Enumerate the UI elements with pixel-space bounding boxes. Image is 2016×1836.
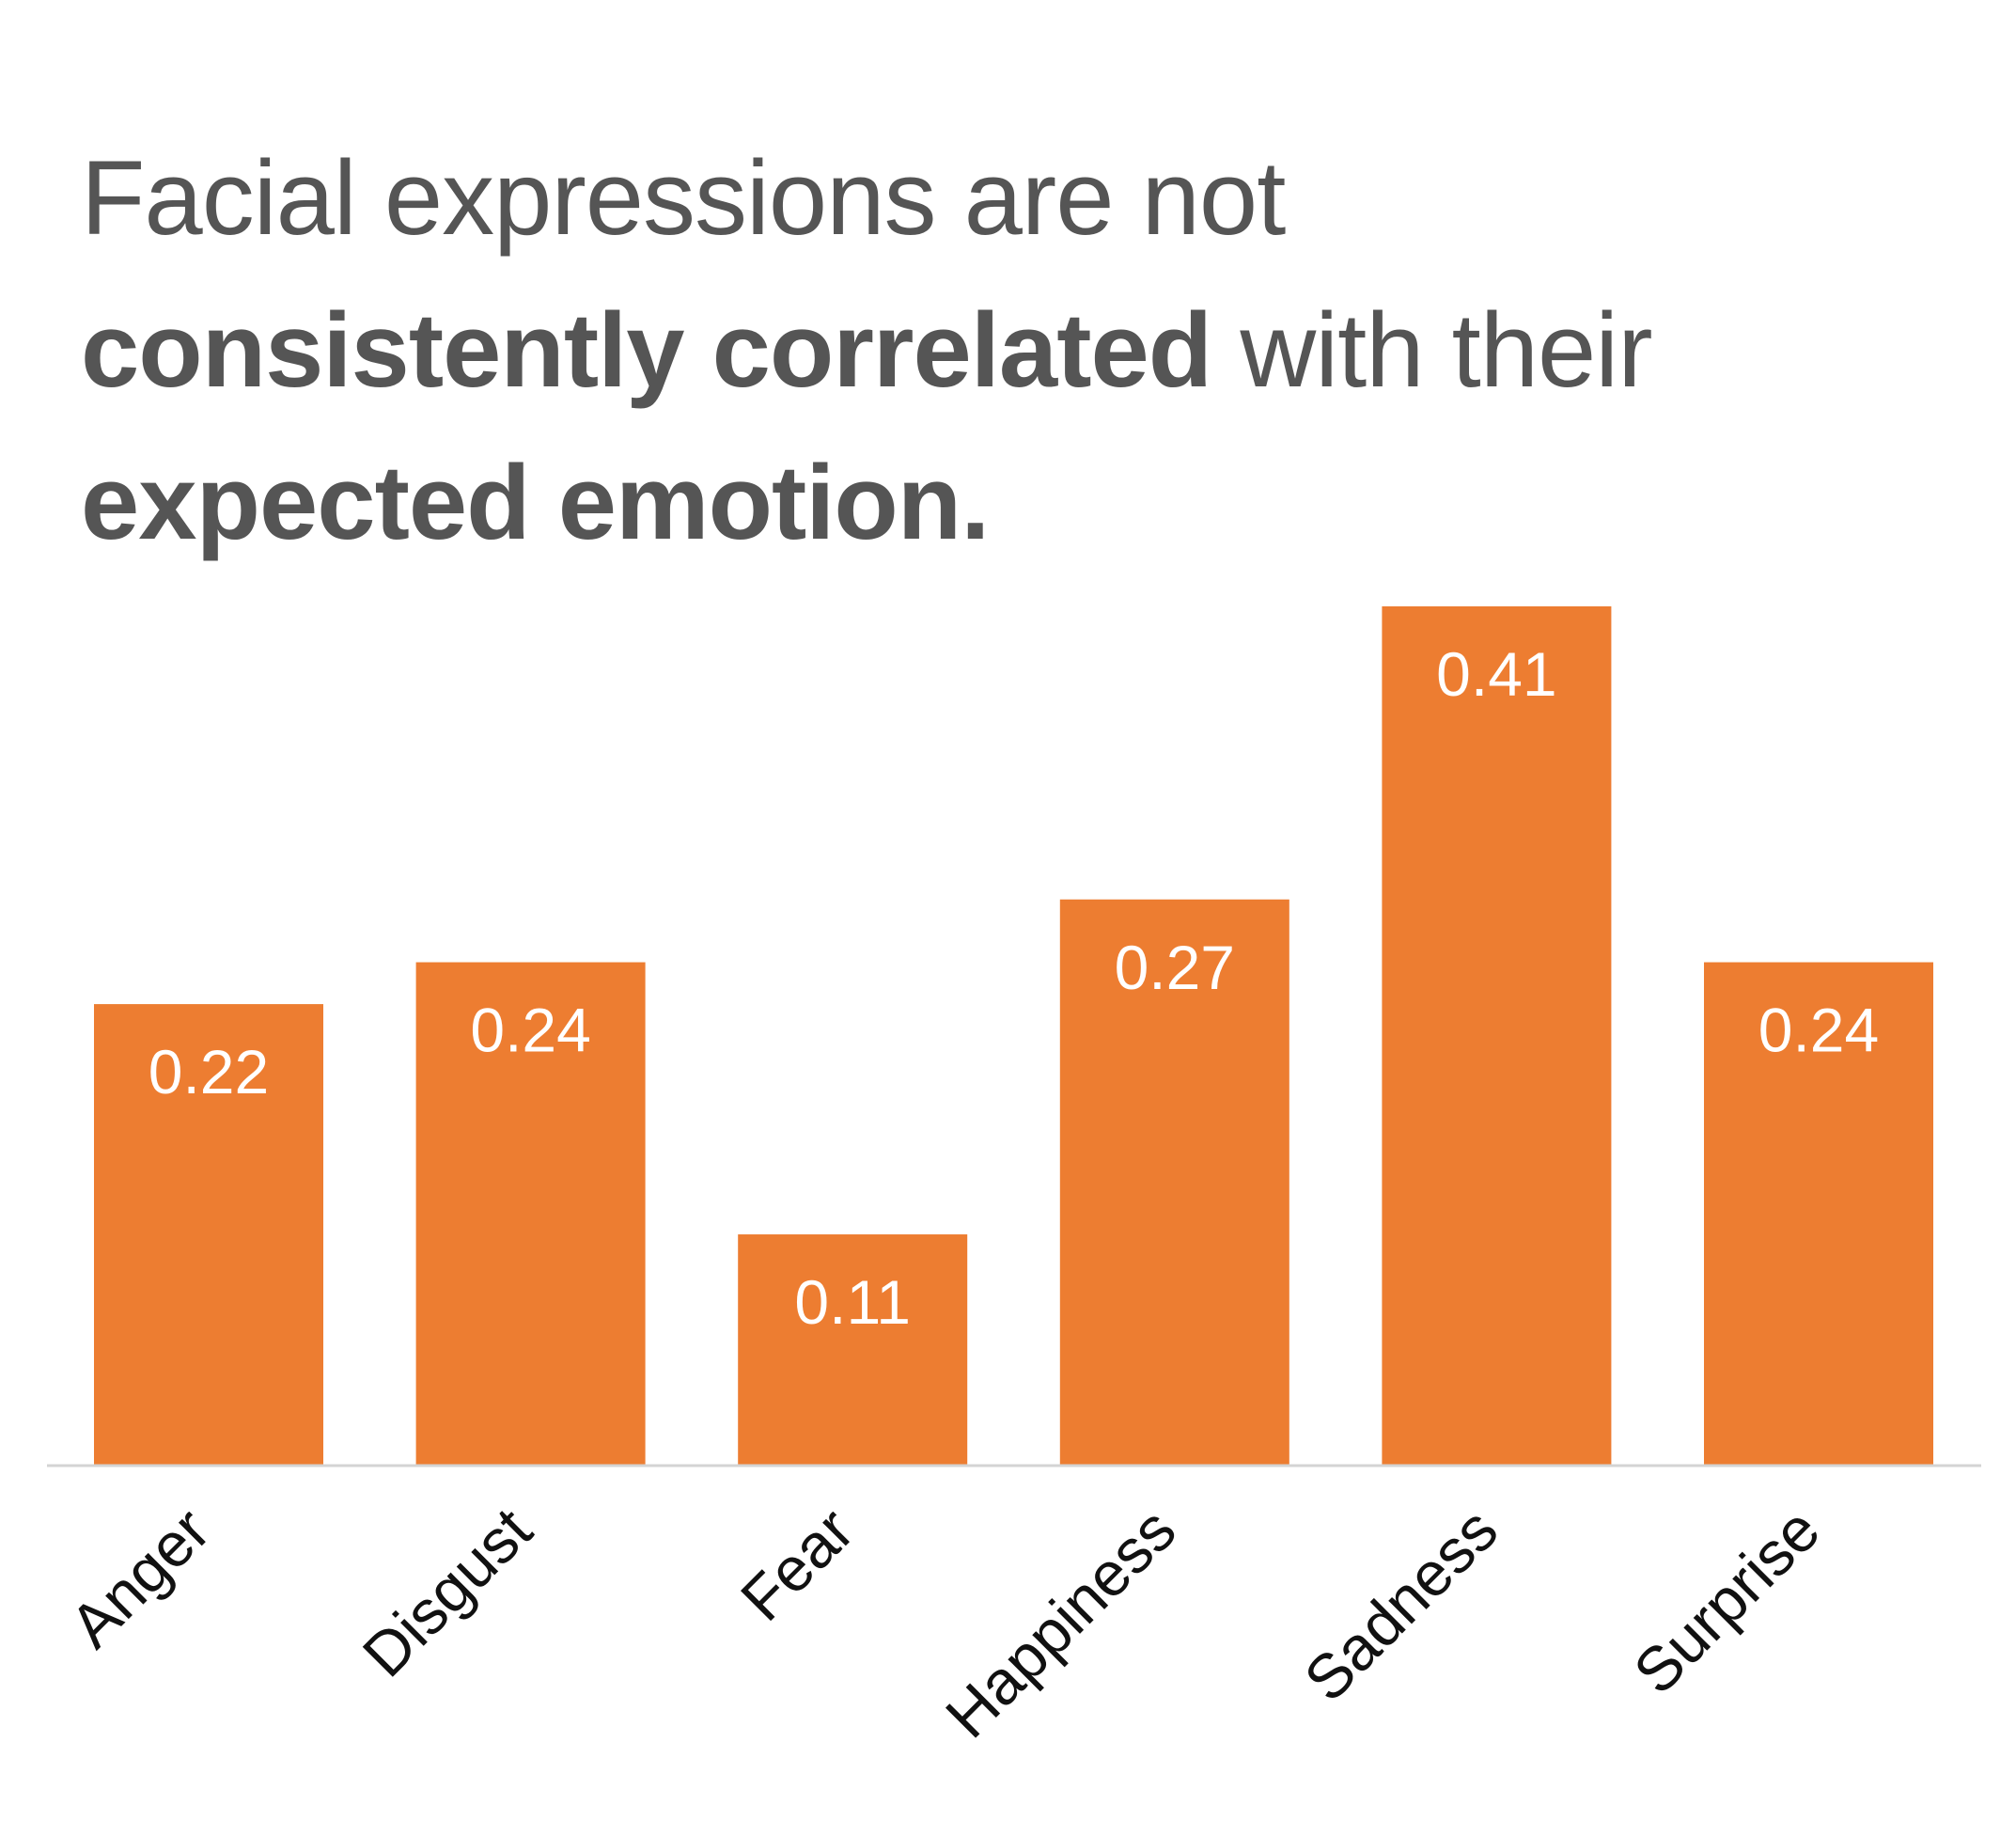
category-label-fear: Fear bbox=[727, 1495, 867, 1634]
bar-fear bbox=[738, 1234, 968, 1465]
value-label-sadness: 0.41 bbox=[1436, 639, 1556, 709]
category-label-sadness: Sadness bbox=[1290, 1495, 1510, 1715]
value-label-fear: 0.11 bbox=[794, 1267, 911, 1337]
bar-surprise bbox=[1704, 962, 1933, 1465]
title-part-0: Facial expressions are not bbox=[81, 139, 1286, 257]
title-part-3: expected emotion. bbox=[81, 444, 990, 561]
bar-happiness bbox=[1059, 899, 1289, 1465]
value-label-surprise: 0.24 bbox=[1758, 996, 1879, 1065]
category-labels-group: Anger Disgust Fear Happiness Sadness Surprise bbox=[56, 1495, 1833, 1751]
category-label-anger: Anger bbox=[56, 1495, 223, 1661]
value-labels-group: 0.22 0.24 0.11 0.27 0.41 0.24 bbox=[148, 639, 1879, 1337]
bar-sadness bbox=[1382, 606, 1612, 1465]
bar-anger bbox=[94, 1004, 323, 1465]
chart-title: Facial expressions are not consistently … bbox=[81, 122, 1914, 579]
value-label-happiness: 0.27 bbox=[1115, 933, 1235, 1002]
category-label-surprise: Surprise bbox=[1620, 1495, 1833, 1707]
title-part-1: consistently correlated bbox=[81, 291, 1212, 409]
bars-group bbox=[94, 606, 1933, 1465]
value-label-disgust: 0.24 bbox=[470, 996, 590, 1065]
bar-disgust bbox=[415, 962, 646, 1465]
value-label-anger: 0.22 bbox=[148, 1037, 269, 1106]
category-label-happiness: Happiness bbox=[932, 1495, 1189, 1751]
title-part-2: with their bbox=[1211, 291, 1652, 409]
category-label-disgust: Disgust bbox=[350, 1495, 545, 1690]
